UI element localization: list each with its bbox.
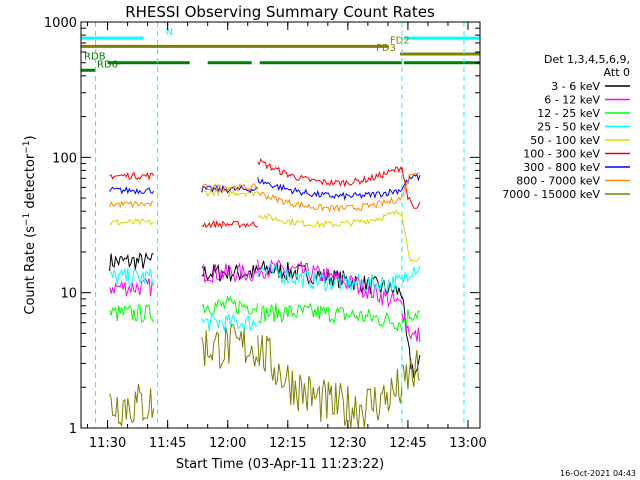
series-line — [109, 188, 421, 263]
legend-header: Att 0 — [604, 66, 630, 79]
flag-label-n: N — [166, 27, 173, 38]
y-axis: 1 10 100 1000 — [44, 16, 480, 437]
legend-entry-label: 800 - 7000 keV — [516, 175, 600, 188]
series-line — [109, 259, 421, 342]
timestamp: 16-Oct-2021 04:43 — [560, 469, 636, 478]
series-line — [109, 262, 421, 332]
legend-entry-label: 25 - 50 keV — [537, 121, 600, 134]
x-tick-label: 12:30 — [329, 436, 366, 451]
flag-label-fd2: FD2 — [390, 35, 410, 46]
x-tick-label: 12:45 — [389, 436, 426, 451]
series-line — [109, 172, 421, 213]
legend-entry-label: 100 - 300 keV — [523, 148, 600, 161]
x-tick-label: 12:15 — [269, 436, 306, 451]
legend-entry-label: 50 - 100 keV — [530, 134, 600, 147]
series-line — [109, 295, 421, 332]
chart-title: RHESSI Observing Summary Count Rates — [125, 3, 435, 21]
x-tick-label: 11:45 — [149, 436, 186, 451]
flag-label-rdb: RDB — [84, 52, 106, 63]
x-axis: 11:30 11:45 12:00 12:15 12:30 12:45 13:00 — [87, 22, 487, 451]
plot-frame — [80, 21, 481, 429]
x-axis-label: Start Time (03-Apr-11 11:23:22) — [176, 457, 384, 472]
y-tick-label: 1 — [69, 422, 77, 437]
series-line — [109, 173, 421, 202]
series-layer — [109, 158, 421, 429]
y-tick-label: 1000 — [44, 16, 77, 31]
x-tick-label: 12:00 — [209, 436, 246, 451]
legend-header: Det 1,3,4,5,6,9, — [544, 53, 630, 66]
series-line — [109, 251, 421, 379]
x-tick-label: 13:00 — [449, 436, 486, 451]
legend-entry-label: 300 - 800 keV — [523, 161, 600, 174]
y-tick-label: 100 — [52, 151, 77, 166]
y-tick-label: 10 — [60, 287, 77, 302]
y-axis-label: Count Rate (s−1 detector−1) — [22, 135, 38, 314]
legend-entry-label: 6 - 12 keV — [544, 94, 600, 107]
vertical-markers — [95, 22, 465, 428]
series-line — [109, 324, 421, 429]
legend-entry-label: 3 - 6 keV — [551, 80, 600, 93]
x-tick-label: 11:30 — [89, 436, 126, 451]
legend-entry-label: 7000 - 15000 keV — [502, 188, 600, 201]
flag-label-rd6: RD6 — [97, 59, 118, 70]
flag-label-fd3: FD3 — [376, 43, 396, 54]
series-line — [109, 158, 421, 230]
legend-entry-label: 12 - 25 keV — [537, 107, 600, 120]
